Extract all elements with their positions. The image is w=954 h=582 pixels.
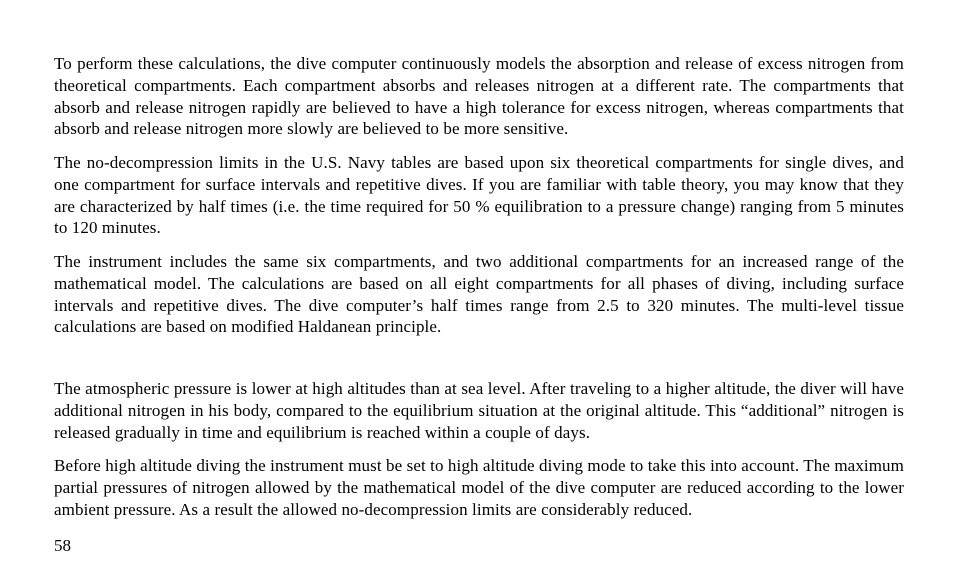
body-paragraph: The instrument includes the same six com…: [54, 251, 904, 338]
body-paragraph: To perform these calculations, the dive …: [54, 53, 904, 140]
body-paragraph: The atmospheric pressure is lower at hig…: [54, 378, 904, 443]
body-paragraph: The no-decompression limits in the U.S. …: [54, 152, 904, 239]
page-container: To perform these calculations, the dive …: [0, 0, 954, 582]
section-gap: [54, 350, 904, 378]
page-number: 58: [54, 536, 71, 556]
body-paragraph: Before high altitude diving the instrume…: [54, 455, 904, 520]
